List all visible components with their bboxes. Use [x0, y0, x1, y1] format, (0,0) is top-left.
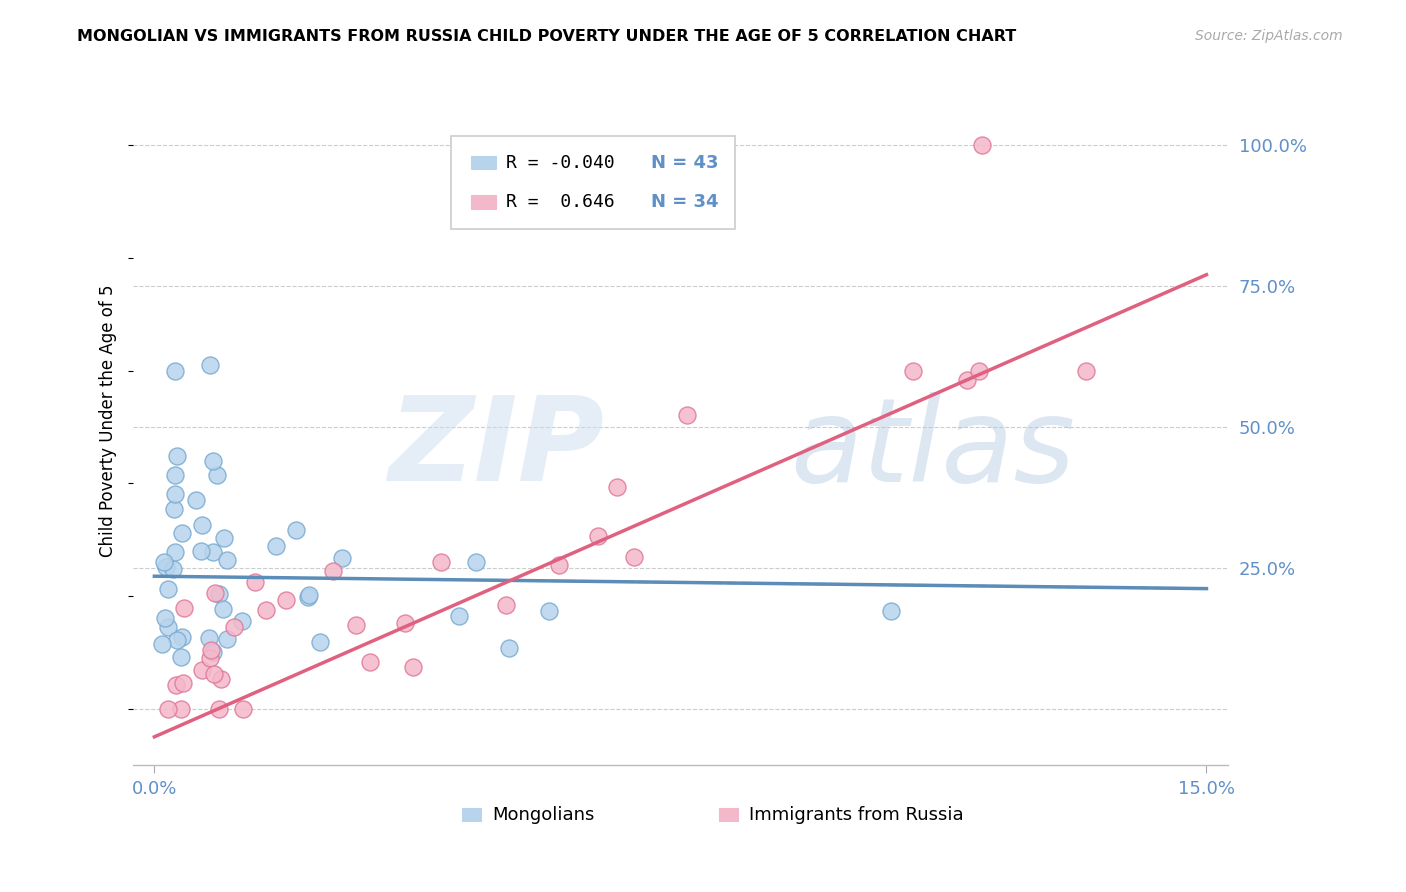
Point	[346, 618, 368, 632]
Bar	[471, 195, 495, 209]
Point	[208, 701, 231, 715]
Point	[586, 529, 609, 543]
Bar	[718, 808, 738, 821]
Point	[166, 632, 188, 647]
Point	[1074, 363, 1097, 377]
Point	[191, 518, 214, 533]
Point	[150, 637, 173, 651]
Point	[284, 523, 307, 537]
Point	[165, 678, 187, 692]
Point	[276, 592, 298, 607]
Point	[170, 650, 193, 665]
Point	[254, 603, 277, 617]
Point	[231, 614, 253, 628]
Point	[209, 672, 232, 686]
Point	[200, 642, 222, 657]
Text: MONGOLIAN VS IMMIGRANTS FROM RUSSIA CHILD POVERTY UNDER THE AGE OF 5 CORRELATION: MONGOLIAN VS IMMIGRANTS FROM RUSSIA CHIL…	[77, 29, 1017, 44]
Point	[495, 598, 517, 612]
Text: R =  0.646: R = 0.646	[506, 193, 616, 211]
Point	[322, 564, 344, 578]
Point	[606, 480, 628, 494]
Point	[970, 138, 993, 153]
Point	[402, 660, 425, 674]
Point	[155, 611, 177, 625]
Point	[212, 602, 235, 616]
Point	[198, 651, 221, 665]
Point	[359, 655, 381, 669]
Bar	[471, 156, 495, 169]
Point	[173, 600, 195, 615]
Text: ZIP: ZIP	[388, 392, 603, 507]
Text: Mongolians: Mongolians	[492, 805, 595, 823]
Text: R = -0.040: R = -0.040	[506, 153, 616, 171]
Point	[394, 615, 416, 630]
FancyBboxPatch shape	[451, 136, 735, 228]
Point	[676, 409, 699, 423]
Point	[298, 588, 321, 602]
Point	[157, 701, 180, 715]
Point	[956, 373, 979, 387]
Point	[163, 501, 186, 516]
Point	[170, 525, 193, 540]
Point	[447, 609, 470, 624]
Point	[165, 487, 187, 501]
Point	[202, 454, 225, 468]
Point	[184, 493, 207, 508]
Point	[201, 645, 224, 659]
Point	[190, 544, 212, 558]
Point	[165, 363, 187, 377]
Point	[297, 590, 319, 604]
Point	[152, 555, 174, 569]
Point	[264, 540, 287, 554]
Point	[162, 562, 184, 576]
Point	[198, 631, 221, 645]
Point	[201, 545, 224, 559]
Point	[170, 631, 193, 645]
Point	[204, 585, 226, 599]
Point	[429, 555, 451, 569]
Text: atlas: atlas	[790, 392, 1074, 506]
Point	[498, 640, 520, 655]
Point	[465, 555, 488, 569]
Point	[214, 531, 236, 545]
Point	[157, 620, 180, 634]
Point	[880, 604, 903, 618]
Point	[243, 575, 266, 590]
Point	[232, 701, 254, 715]
Point	[967, 363, 990, 377]
Point	[172, 675, 194, 690]
Text: N = 34: N = 34	[651, 193, 718, 211]
Point	[217, 632, 239, 646]
Point	[208, 587, 231, 601]
Point	[200, 358, 222, 372]
Text: N = 43: N = 43	[651, 153, 718, 171]
Point	[332, 550, 354, 565]
Text: Immigrants from Russia: Immigrants from Russia	[749, 805, 965, 823]
Point	[217, 552, 239, 566]
Point	[548, 558, 571, 572]
Point	[170, 701, 193, 715]
Point	[538, 604, 561, 618]
Point	[205, 468, 228, 483]
Text: Source: ZipAtlas.com: Source: ZipAtlas.com	[1195, 29, 1343, 43]
Point	[202, 667, 225, 681]
Point	[156, 582, 179, 596]
Y-axis label: Child Poverty Under the Age of 5: Child Poverty Under the Age of 5	[100, 285, 117, 558]
Point	[166, 449, 188, 463]
Point	[623, 549, 645, 564]
Point	[903, 363, 925, 377]
Bar	[461, 808, 481, 821]
Point	[191, 663, 214, 677]
Point	[222, 620, 245, 634]
Point	[308, 635, 330, 649]
Point	[155, 560, 177, 574]
Point	[165, 544, 187, 558]
Point	[165, 467, 187, 482]
